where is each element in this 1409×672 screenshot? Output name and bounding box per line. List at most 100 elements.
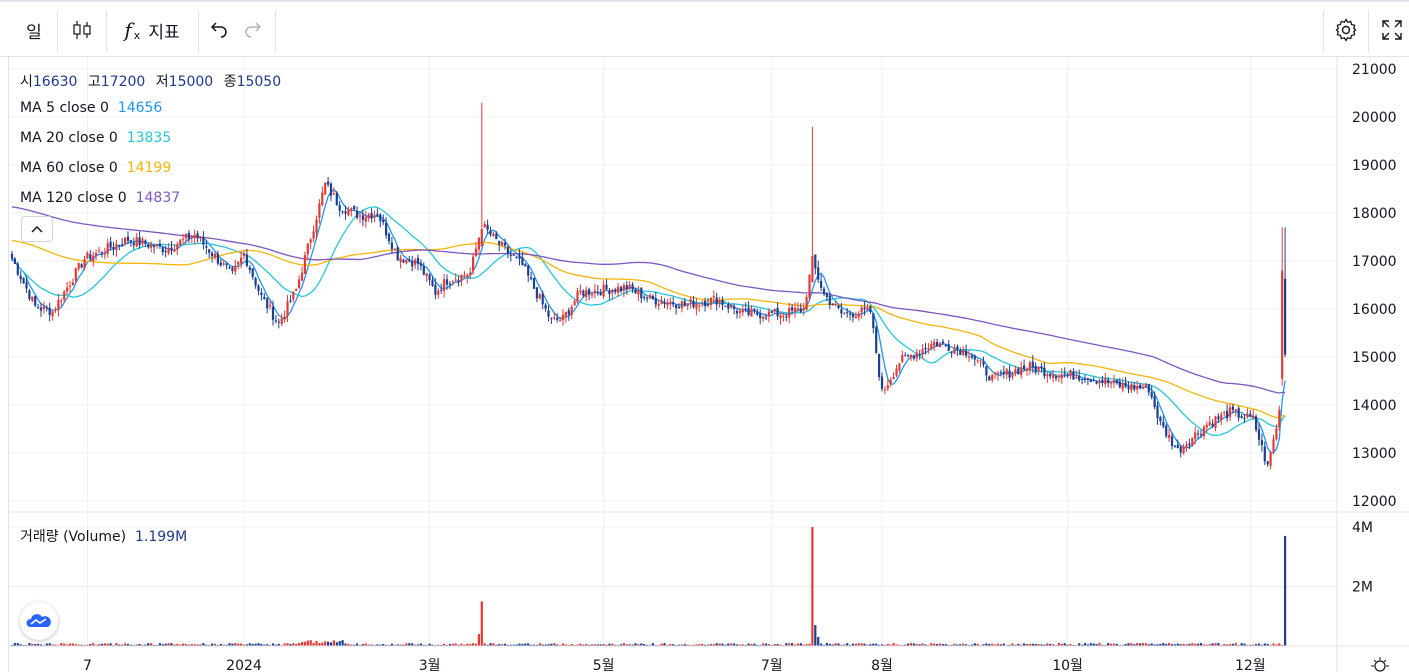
- redo-button[interactable]: [238, 4, 268, 56]
- volume-bar: [756, 644, 759, 646]
- candle-body: [193, 234, 196, 239]
- candle: [1078, 369, 1081, 382]
- tradingview-logo-button[interactable]: [20, 602, 58, 640]
- volume-bar: [303, 641, 306, 646]
- candle-body: [1173, 445, 1176, 447]
- left-scroll-edge[interactable]: [0, 57, 9, 672]
- candle-body: [257, 285, 260, 291]
- candle: [434, 278, 437, 300]
- volume-bar: [1086, 644, 1089, 646]
- volume-bar: [10, 644, 14, 646]
- candle: [324, 182, 327, 196]
- candle-body: [57, 299, 60, 311]
- candle-body: [672, 302, 675, 305]
- candle: [179, 238, 182, 246]
- candle-body: [1249, 413, 1252, 417]
- candle: [193, 229, 196, 245]
- ma-line-120: [11, 206, 1286, 394]
- undo-button[interactable]: [204, 4, 234, 56]
- volume-bar: [1147, 644, 1150, 646]
- candle-body: [19, 275, 22, 280]
- volume-bar: [115, 643, 118, 646]
- candle-body: [1066, 374, 1069, 376]
- candle: [361, 209, 364, 227]
- volume-bar: [373, 644, 376, 646]
- volume-bar: [930, 643, 933, 646]
- candle: [503, 238, 507, 250]
- volume-bar: [361, 644, 364, 646]
- volume-bar: [60, 643, 63, 646]
- ma60-legend[interactable]: MA 60 close 0 14199: [20, 160, 171, 176]
- chart-type-button[interactable]: [64, 4, 100, 56]
- candle: [559, 316, 562, 322]
- ma20-legend[interactable]: MA 20 close 0 13835: [20, 130, 171, 146]
- candle-body: [785, 316, 788, 318]
- candle: [576, 287, 579, 304]
- candle: [254, 276, 257, 289]
- candle: [799, 303, 802, 314]
- candle-body: [1049, 373, 1052, 377]
- interval-button[interactable]: 일: [14, 4, 54, 56]
- ma60-value: 14199: [126, 160, 172, 176]
- volume-bar: [631, 644, 634, 646]
- volume-bar: [103, 643, 106, 646]
- candle: [327, 176, 330, 187]
- ma5-legend[interactable]: MA 5 close 0 14656: [20, 100, 162, 116]
- candle-body: [677, 306, 681, 309]
- candle-body: [42, 306, 45, 310]
- price-chart[interactable]: 21000 20000 19000 18000 17000 16000 15000 14000…: [0, 57, 1409, 672]
- volume-bar: [672, 644, 675, 646]
- candle-body: [1211, 423, 1214, 427]
- volume-tick-label: 4M: [1352, 520, 1373, 536]
- fullscreen-button[interactable]: [1376, 4, 1408, 56]
- candle: [875, 325, 878, 355]
- ma120-legend[interactable]: MA 120 close 0 14837: [20, 190, 180, 206]
- collapse-legend-button[interactable]: [21, 216, 53, 242]
- candle-body: [414, 259, 417, 265]
- candle-body: [129, 240, 132, 242]
- volume-bar: [315, 640, 318, 646]
- volume-bar: [701, 643, 704, 646]
- volume-bar: [648, 644, 652, 646]
- candle-body: [242, 253, 246, 257]
- candle-body: [498, 240, 501, 245]
- candle: [112, 242, 115, 256]
- candle-body: [950, 352, 953, 354]
- volume-bar: [965, 644, 968, 646]
- price-tick-label: 19000: [1352, 158, 1397, 174]
- volume-bar: [814, 625, 817, 646]
- candle: [1086, 377, 1089, 386]
- volume-bar: [298, 643, 301, 646]
- candle-body: [637, 289, 640, 295]
- candle: [277, 318, 280, 329]
- candle-body: [222, 263, 225, 265]
- candle: [895, 364, 898, 378]
- candle-body: [13, 258, 16, 264]
- candle-body: [970, 355, 973, 358]
- volume-bar: [254, 643, 257, 646]
- volume-bar: [706, 644, 710, 646]
- volume-bar: [895, 644, 898, 646]
- ma60-label: MA 60 close 0: [20, 160, 118, 176]
- candle-body: [965, 350, 968, 356]
- volume-bar: [472, 643, 475, 646]
- volume-bar: [863, 643, 866, 646]
- volume-bar: [1188, 643, 1191, 646]
- volume-bar: [295, 643, 298, 646]
- candle: [1176, 439, 1179, 449]
- volume-bar: [1060, 643, 1063, 646]
- volume-bar: [260, 643, 263, 646]
- volume-bar: [1040, 644, 1043, 646]
- settings-button[interactable]: [1328, 4, 1364, 56]
- candle: [68, 280, 72, 292]
- volume-legend[interactable]: 거래량 (Volume) 1.199M: [20, 526, 187, 546]
- candle-body: [547, 310, 550, 317]
- candle-body: [161, 247, 164, 253]
- candle: [164, 245, 167, 258]
- candle: [802, 302, 805, 316]
- candle-body: [1121, 383, 1124, 390]
- candle: [411, 255, 414, 272]
- candle-body: [730, 304, 733, 308]
- volume-bar: [121, 644, 124, 646]
